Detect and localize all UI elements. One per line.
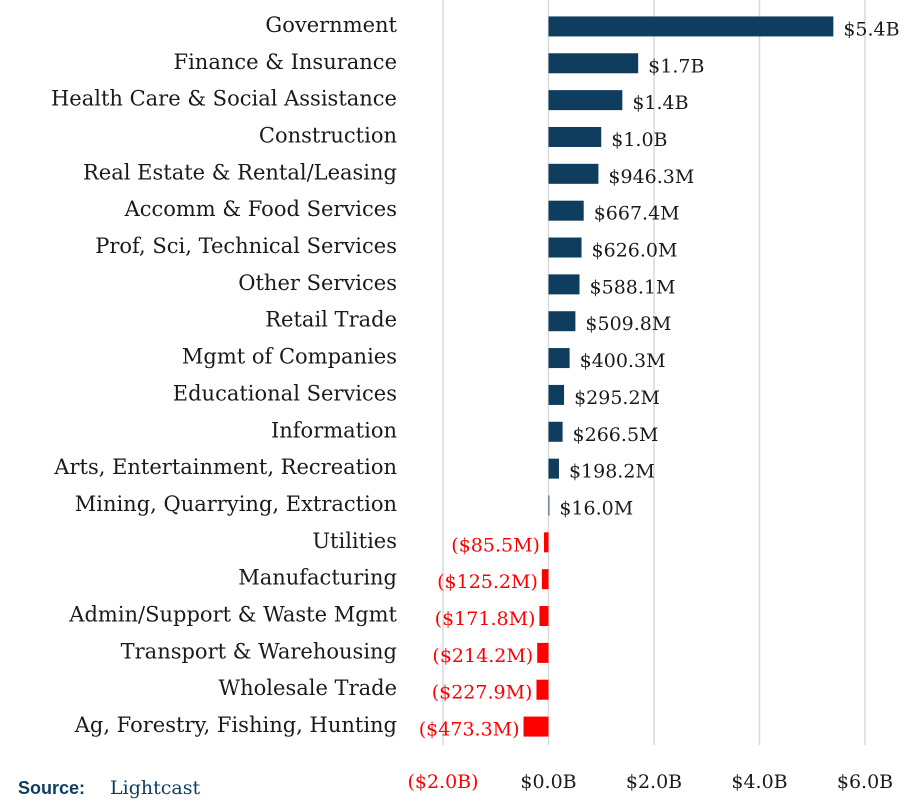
value-label: $1.7B: [648, 55, 704, 77]
x-tick-label: $0.0B: [520, 771, 576, 793]
value-label: ($171.8M): [435, 608, 536, 630]
bar: [541, 569, 549, 590]
value-label: $667.4M: [594, 203, 680, 225]
y-tick-label: Retail Trade: [265, 308, 397, 332]
bar: [548, 311, 576, 332]
y-tick-label: Real Estate & Rental/Leasing: [83, 160, 397, 184]
bar: [539, 606, 549, 627]
value-label: $946.3M: [608, 166, 694, 188]
y-tick-label: Admin/Support & Waste Mgmt: [68, 603, 397, 627]
y-tick-label: Arts, Entertainment, Recreation: [53, 455, 397, 479]
y-tick-label: Finance & Insurance: [174, 50, 397, 74]
value-label: ($214.2M): [432, 645, 533, 667]
value-label: $626.0M: [592, 240, 678, 262]
value-label: ($473.3M): [419, 719, 520, 741]
value-label: ($227.9M): [432, 682, 533, 704]
value-label: $5.4B: [843, 18, 899, 40]
bar: [548, 53, 639, 74]
value-label: $1.4B: [632, 92, 688, 114]
y-tick-label: Information: [271, 418, 397, 442]
source-label: Source:: [18, 778, 85, 798]
bar: [548, 384, 565, 405]
value-label: $266.5M: [573, 424, 659, 446]
bar: [536, 679, 549, 700]
x-tick-label: $2.0B: [626, 771, 682, 793]
y-tick-label: Educational Services: [173, 381, 397, 405]
value-label: $509.8M: [585, 313, 671, 335]
y-tick-label: Mgmt of Companies: [182, 345, 397, 369]
bar: [523, 716, 549, 737]
bar: [548, 90, 623, 111]
y-tick-label: Accomm & Food Services: [124, 197, 397, 221]
bar: [548, 458, 559, 479]
bar: [537, 642, 549, 663]
x-tick-label: ($2.0B): [407, 771, 478, 793]
bar: [548, 163, 599, 184]
value-label: $400.3M: [580, 350, 666, 372]
y-tick-label: Other Services: [238, 271, 397, 295]
value-label: $1.0B: [611, 129, 667, 151]
bar: [548, 274, 580, 295]
y-tick-label: Health Care & Social Assistance: [51, 87, 397, 111]
bar: [548, 495, 550, 516]
y-tick-label: Transport & Warehousing: [121, 639, 397, 663]
y-tick-label: Ag, Forestry, Fishing, Hunting: [74, 713, 397, 737]
value-label: ($85.5M): [451, 534, 540, 556]
y-tick-label: Government: [265, 13, 397, 37]
bar: [548, 200, 584, 221]
y-tick-label: Construction: [259, 123, 397, 147]
y-tick-label: Prof, Sci, Technical Services: [95, 234, 397, 258]
value-label: ($125.2M): [437, 571, 538, 593]
bar: [548, 421, 563, 442]
y-tick-label: Manufacturing: [238, 566, 397, 590]
source: Lightcast: [110, 777, 200, 799]
bar: [548, 237, 582, 258]
x-tick-label: $4.0B: [731, 771, 787, 793]
value-label: $295.2M: [574, 387, 660, 409]
bar: [548, 348, 570, 369]
x-tick-label: $6.0B: [837, 771, 893, 793]
y-tick-label: Utilities: [312, 529, 397, 553]
bar: [543, 532, 549, 553]
value-label: $588.1M: [590, 276, 676, 298]
y-tick-label: Mining, Quarrying, Extraction: [75, 492, 397, 516]
value-label: $16.0M: [559, 497, 633, 519]
bar: [548, 16, 834, 37]
value-label: $198.2M: [569, 461, 655, 483]
y-tick-label: Wholesale Trade: [219, 676, 397, 700]
bar: [548, 126, 602, 147]
